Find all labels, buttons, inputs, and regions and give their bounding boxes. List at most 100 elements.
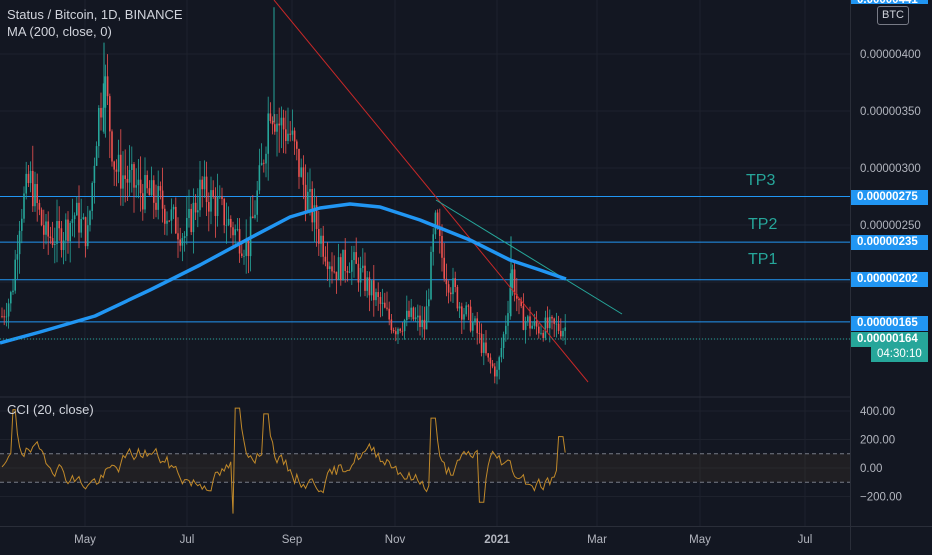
candle-body	[181, 237, 184, 246]
candle-body	[487, 353, 489, 358]
candle-body	[291, 130, 294, 135]
candle-body	[128, 169, 131, 183]
top-price-tag	[851, 0, 928, 4]
tp3-price-label: 0.00000275	[851, 190, 928, 205]
candle-body	[333, 271, 335, 273]
candle-body	[32, 170, 34, 207]
candle-body	[342, 249, 344, 281]
candle-body	[214, 196, 217, 217]
candle-body	[293, 130, 296, 142]
candle-body	[419, 315, 421, 328]
teal-trendline	[435, 199, 623, 315]
candle-body	[56, 221, 58, 244]
candle-body	[399, 328, 401, 331]
candle-body	[201, 179, 203, 190]
candle-body	[265, 153, 267, 164]
candle-body	[175, 206, 177, 234]
candle-body	[340, 257, 342, 281]
candle-body	[529, 316, 531, 329]
candle-body	[260, 162, 263, 166]
candle-body	[146, 175, 148, 189]
top-price-tag-text: 0.00000441	[857, 0, 918, 6]
candle-body	[109, 96, 111, 132]
candle-body	[219, 196, 221, 198]
candle-body	[476, 318, 478, 334]
time-axis-tick: May	[74, 534, 96, 546]
candle-body	[47, 221, 49, 237]
candle-body	[377, 292, 379, 297]
candle-body	[362, 265, 364, 269]
candle-body	[324, 256, 327, 262]
candle-body	[289, 133, 291, 135]
candle-body	[542, 332, 544, 338]
candle-body	[500, 348, 503, 358]
candle-body	[513, 269, 516, 295]
candle-body	[472, 322, 474, 331]
cci-line	[1, 407, 566, 514]
candle-body	[359, 268, 362, 283]
candle-body	[498, 357, 500, 370]
candle-body	[49, 236, 52, 239]
candle-body	[423, 319, 426, 330]
time-axis-tick: Mar	[587, 534, 607, 546]
candle-body	[320, 235, 322, 244]
candle-body	[252, 216, 254, 219]
candle-body	[203, 176, 206, 190]
symbol-legend[interactable]: Status / Bitcoin, 1D, BINANCE	[7, 7, 183, 22]
candle-body	[430, 251, 432, 300]
candle-body	[144, 175, 146, 210]
candle-body	[450, 292, 452, 295]
candle-body	[428, 299, 430, 307]
currency-badge[interactable]: BTC	[877, 6, 909, 25]
candle-body	[161, 190, 164, 209]
candle-body	[505, 325, 507, 335]
candle-body	[557, 323, 560, 331]
candle-body	[549, 316, 551, 329]
price-axis-tick: 0.00000350	[860, 106, 921, 118]
candle-body	[274, 124, 276, 132]
cci-axis-tick: 200.00	[860, 435, 895, 447]
candle-body	[469, 306, 472, 331]
cci-legend[interactable]: CCI (20, close)	[7, 402, 94, 417]
candle-body	[483, 342, 485, 353]
candle-body	[25, 173, 27, 194]
candle-body	[368, 277, 371, 296]
candle-body	[51, 238, 54, 246]
time-axis-tick: 2021	[484, 534, 510, 546]
candle-body	[40, 209, 43, 226]
candle-body	[485, 342, 487, 354]
candle-body	[564, 327, 566, 331]
candle-body	[445, 278, 448, 285]
candle-body	[183, 236, 186, 238]
tp1-price-label: 0.00000202	[851, 272, 928, 287]
time-axis-tick: Jul	[180, 534, 195, 546]
time-axis-tick: Jul	[798, 534, 813, 546]
candle-body	[278, 123, 280, 126]
candle-body	[102, 107, 104, 118]
candle-body	[384, 302, 386, 308]
candle-body	[5, 316, 8, 318]
candle-body	[478, 333, 481, 334]
candle-body	[412, 307, 415, 320]
candle-body	[551, 316, 553, 319]
candle-body	[467, 305, 470, 307]
candle-body	[179, 239, 181, 246]
candle-body	[199, 179, 201, 211]
candle-body	[538, 326, 540, 334]
candle-body	[133, 164, 135, 188]
candle-body	[245, 240, 247, 256]
candle-body	[335, 271, 338, 281]
candle-body	[67, 219, 69, 242]
candle-body	[511, 269, 514, 288]
candle-body	[12, 290, 14, 293]
candle-body	[87, 225, 89, 247]
candle-body	[84, 217, 87, 247]
candle-body	[544, 317, 547, 338]
candle-body	[190, 208, 192, 233]
candle-body	[491, 363, 494, 367]
ma-legend[interactable]: MA (200, close, 0)	[7, 24, 112, 39]
candle-body	[388, 308, 390, 320]
candle-body	[126, 178, 129, 183]
